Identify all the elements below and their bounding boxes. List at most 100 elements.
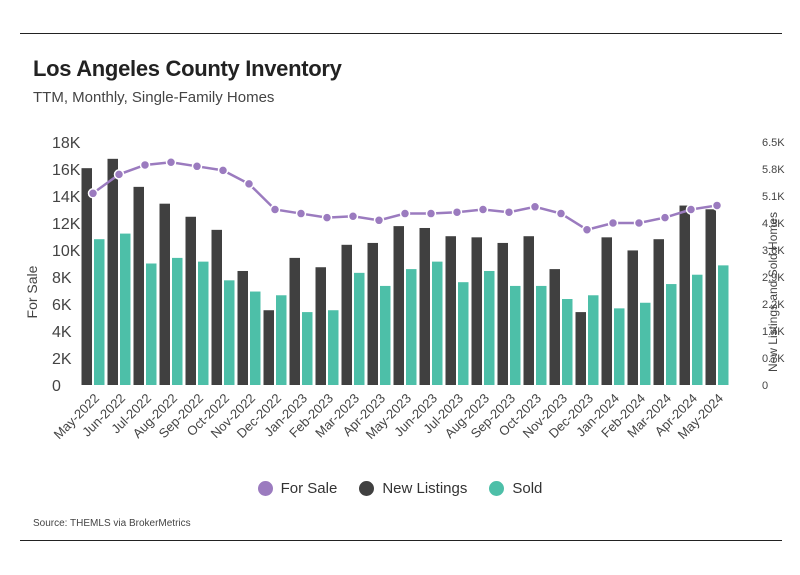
bar-new-listings [445, 236, 456, 385]
bar-new-listings [133, 186, 144, 385]
bar-new-listings [393, 226, 404, 385]
bar-new-listings [679, 205, 690, 385]
bar-new-listings [653, 239, 664, 385]
y-left-tick-label: 4K [52, 324, 72, 341]
bar-sold [276, 295, 287, 385]
point-for-sale [165, 157, 177, 168]
point-for-sale [321, 212, 333, 223]
y-right-tick-label: 5.1K [762, 191, 785, 203]
bar-sold [562, 299, 573, 385]
point-for-sale [217, 165, 229, 176]
point-for-sale [243, 178, 255, 190]
bar-new-listings [289, 257, 300, 385]
bar-sold [406, 269, 417, 385]
y-right-tick-label: 6.5K [762, 137, 785, 149]
top-rule [20, 33, 782, 34]
y-left-tick-label: 10K [52, 243, 81, 260]
y-right-tick-label: 2.2K [762, 299, 785, 311]
bar-new-listings [315, 267, 326, 385]
y-left-axis-title: For Sale [24, 265, 40, 318]
bar-sold [120, 233, 131, 385]
point-for-sale [373, 215, 385, 226]
y-right-axis-title: New Listings and Sold Homes [766, 212, 780, 372]
point-for-sale [451, 206, 463, 218]
bar-sold [718, 265, 729, 385]
point-for-sale [87, 188, 99, 199]
bar-new-listings [601, 237, 612, 385]
bar-new-listings [627, 250, 638, 385]
bottom-rule [20, 540, 782, 541]
y-left-tick-label: 14K [52, 189, 81, 206]
bar-sold [146, 263, 157, 385]
y-left-tick-label: 12K [52, 216, 81, 233]
y-right-tick-label: 2.9K [762, 272, 785, 284]
bar-new-listings [497, 242, 508, 385]
bar-new-listings [107, 158, 118, 385]
bar-new-listings [211, 229, 222, 385]
legend-item-new-listings: New Listings [359, 480, 467, 497]
bar-new-listings [471, 237, 482, 385]
bar-new-listings [341, 244, 352, 385]
chart-title: Los Angeles County Inventory [33, 56, 342, 81]
bar-sold [484, 270, 495, 385]
legend-item-for-sale: For Sale [257, 480, 338, 497]
point-for-sale [347, 211, 359, 222]
bar-sold [380, 285, 391, 385]
legend-label-for-sale: For Sale [280, 480, 338, 497]
y-right-tick-label: 4.3K [762, 218, 785, 230]
point-for-sale [295, 208, 307, 219]
y-left-tick-label: 0 [52, 378, 61, 395]
bar-new-listings [81, 168, 92, 385]
point-for-sale [425, 208, 437, 219]
bar-sold [692, 274, 703, 385]
y-left-tick-label: 8K [52, 270, 72, 287]
bar-new-listings [237, 270, 248, 385]
bar-sold [354, 272, 365, 385]
y-left-tick-label: 2K [52, 351, 72, 368]
bar-new-listings [523, 236, 534, 385]
bar-new-listings [159, 203, 170, 385]
bar-new-listings [575, 312, 586, 385]
y-right-tick-label: 0.7K [762, 353, 785, 365]
bar-sold [510, 285, 521, 385]
point-for-sale [269, 204, 281, 215]
y-left-tick-label: 6K [52, 297, 72, 314]
point-for-sale [399, 208, 411, 219]
bar-new-listings [549, 269, 560, 385]
source-note: Source: THEMLS via BrokerMetrics [33, 518, 191, 529]
point-for-sale [659, 212, 671, 223]
point-for-sale [529, 201, 541, 213]
point-for-sale [607, 217, 619, 229]
point-for-sale [555, 208, 567, 219]
bar-sold [666, 284, 677, 385]
bar-new-listings [367, 242, 378, 385]
bar-sold [198, 261, 209, 385]
bar-sold [328, 310, 339, 385]
point-for-sale [139, 159, 151, 171]
bar-sold [172, 257, 183, 385]
bar-sold [640, 302, 651, 385]
bar-sold [224, 280, 235, 385]
point-for-sale [191, 161, 203, 172]
chart-subtitle: TTM, Monthly, Single-Family Homes [33, 89, 275, 106]
point-for-sale [581, 224, 593, 235]
bar-sold [302, 312, 313, 385]
bar-new-listings [185, 216, 196, 385]
y-right-tick-label: 0 [762, 380, 768, 392]
bar-sold [614, 308, 625, 385]
legend-item-sold: Sold [489, 480, 542, 497]
point-for-sale [113, 169, 125, 180]
legend-label-sold: Sold [512, 480, 543, 497]
point-for-sale [711, 200, 723, 211]
y-right-tick-label: 3.6K [762, 245, 785, 257]
legend-label-new-listings: New Listings [382, 480, 468, 497]
bar-sold [536, 285, 547, 385]
chart-legend: For Sale New Listings Sold [0, 480, 800, 497]
y-right-tick-label: 1.4K [762, 326, 785, 338]
bar-new-listings [705, 209, 716, 385]
point-for-sale [503, 206, 515, 218]
bar-new-listings [419, 227, 430, 385]
point-for-sale [685, 204, 697, 215]
point-for-sale [477, 204, 489, 215]
